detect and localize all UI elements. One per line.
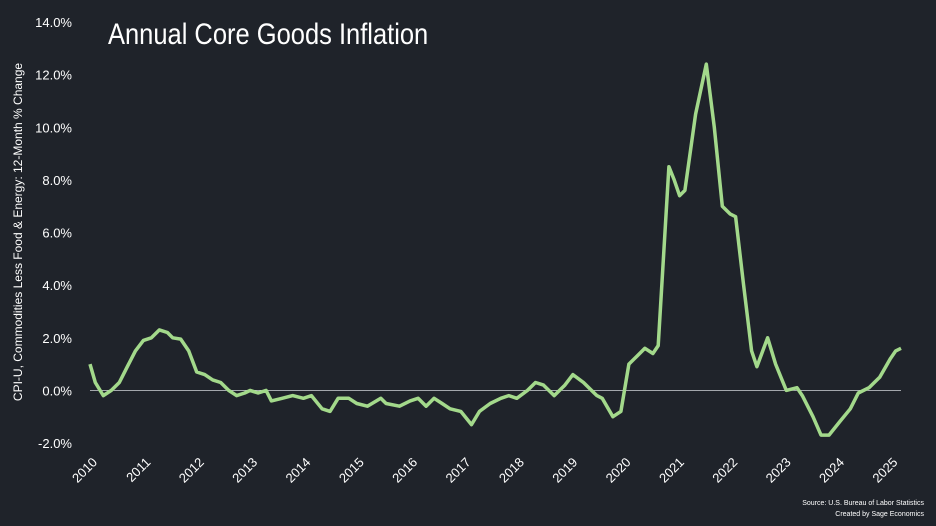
y-tick-label: -2.0% bbox=[38, 436, 72, 451]
y-tick-label: 0.0% bbox=[42, 383, 72, 398]
y-tick-label: 10.0% bbox=[35, 120, 72, 135]
line-series bbox=[88, 62, 902, 437]
chart-title: Annual Core Goods Inflation bbox=[108, 17, 428, 50]
credit: Created by Sage Economics bbox=[835, 511, 924, 518]
y-tick-label: 6.0% bbox=[42, 226, 72, 241]
y-tick-label: 12.0% bbox=[35, 68, 72, 83]
y-tick-label: 14.0% bbox=[35, 15, 72, 30]
y-tick-label: 4.0% bbox=[42, 278, 72, 293]
y-axis-label: CPI-U, Commodities Less Food & Energy: 1… bbox=[11, 63, 25, 401]
source: Source: U.S. Bureau of Labor Statistics bbox=[802, 500, 924, 507]
y-tick-label: 2.0% bbox=[42, 331, 72, 346]
y-tick-label: 8.0% bbox=[42, 173, 72, 188]
